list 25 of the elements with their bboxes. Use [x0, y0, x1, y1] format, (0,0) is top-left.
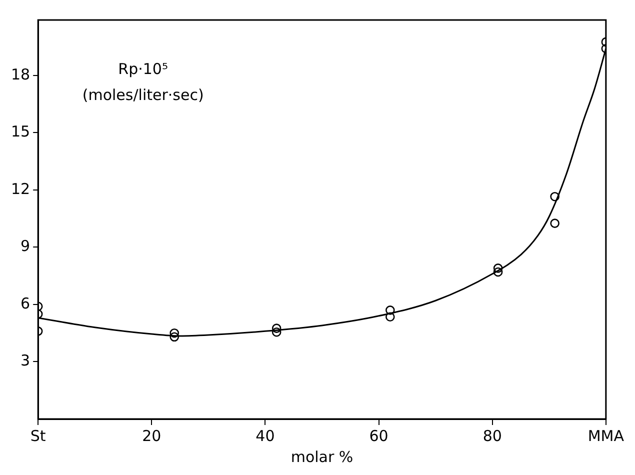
x-tick-label: 60: [369, 426, 388, 445]
point: [493, 264, 503, 273]
x-tick-label: 20: [142, 426, 162, 445]
annotation: Rp·10⁵: [118, 60, 168, 78]
point: [550, 218, 560, 228]
y-tick-label: 18: [10, 65, 30, 84]
y-tick-label: 15: [10, 122, 30, 141]
point: [493, 267, 503, 277]
x-tick-label: 80: [482, 426, 502, 445]
point: [272, 324, 282, 333]
point: [170, 328, 180, 338]
point: [170, 332, 180, 342]
annotation: (moles/liter·sec): [82, 86, 204, 104]
x-tick-label: MMA: [588, 426, 625, 445]
x-tick-label: St: [30, 426, 46, 445]
y-tick-label: 6: [20, 294, 30, 312]
y-tick-label: 12: [10, 180, 30, 198]
y-tick-label: 9: [20, 237, 30, 256]
point: [386, 312, 395, 322]
point: [386, 306, 395, 315]
y-tick-label: 3: [20, 352, 30, 370]
point: [272, 327, 282, 337]
point: [550, 192, 560, 202]
x-tick-label: 40: [256, 426, 275, 445]
x-axis-title: molar %: [290, 448, 354, 466]
